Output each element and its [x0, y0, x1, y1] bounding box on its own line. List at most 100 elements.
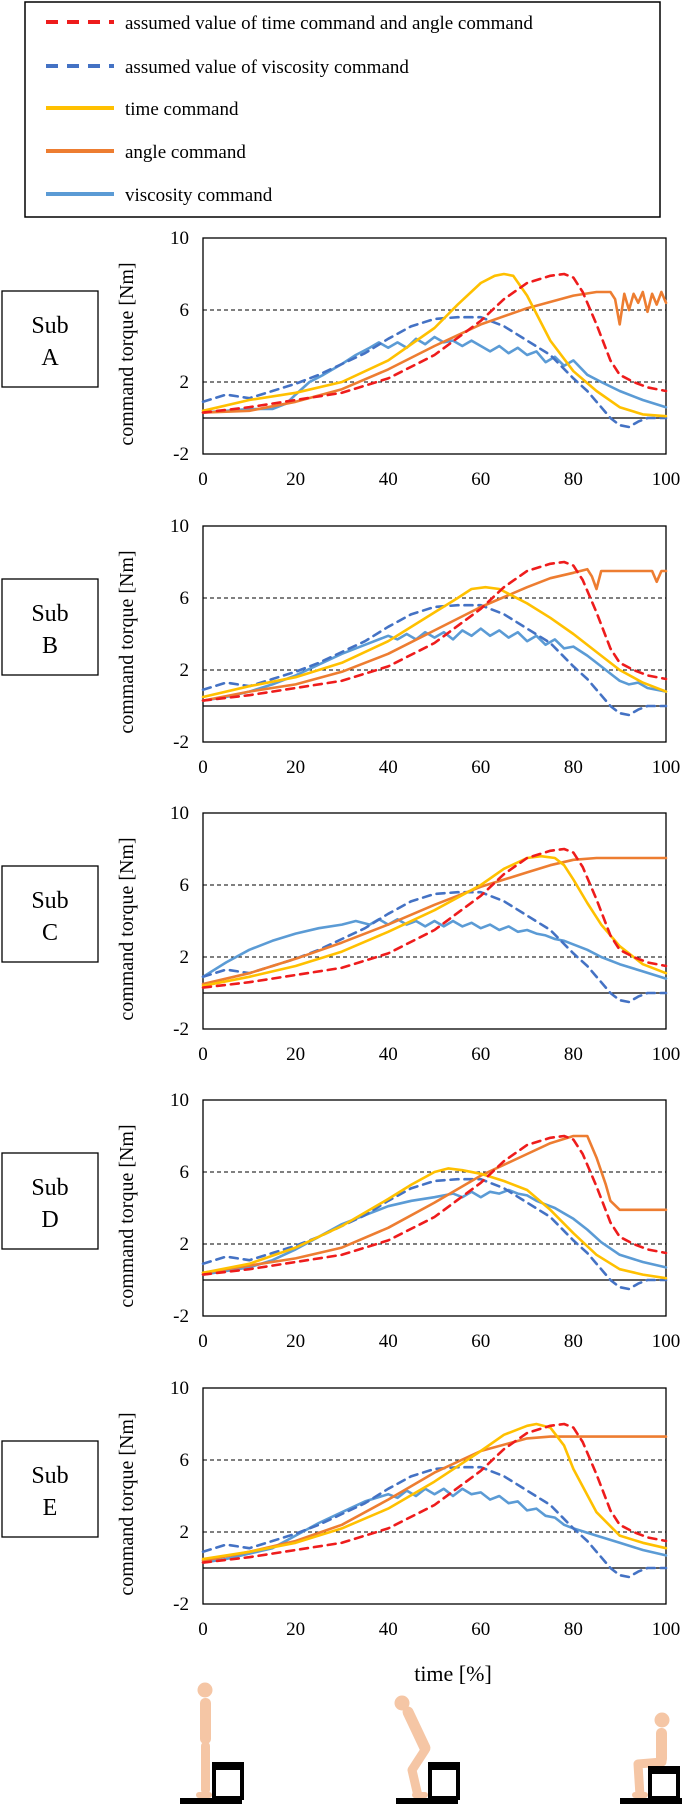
- y-tick-label: 10: [170, 803, 189, 824]
- x-tick-label: 80: [564, 757, 583, 778]
- y-tick-label: -2: [173, 1594, 189, 1615]
- series-line-assumed-viscosity: [201, 315, 668, 429]
- series-line-viscosity: [201, 627, 668, 702]
- subject-label-line1: Sub: [31, 601, 68, 627]
- series-line-assumed-viscosity: [201, 890, 668, 1004]
- x-tick-label: 20: [286, 469, 305, 490]
- series-line-time: [201, 585, 668, 699]
- x-tick-label: 40: [379, 469, 398, 490]
- series-line-assumed-time-angle: [201, 847, 668, 989]
- panel-sub-d: 10 6 2 -2 0 20 40 60 80 100 command torque [Nm] Sub…: [1, 1090, 681, 1352]
- y-tick-label: 2: [180, 660, 190, 681]
- y-tick-label: -2: [173, 732, 189, 753]
- subject-label-line1: Sub: [31, 1175, 68, 1201]
- legend-entry-time: time command: [46, 99, 239, 120]
- y-tick-label: 10: [170, 1378, 189, 1399]
- legend-label: viscosity command: [125, 185, 273, 206]
- series-line-assumed-viscosity: [201, 1177, 668, 1291]
- series-line-angle: [201, 1435, 668, 1563]
- subject-label-line2: B: [42, 633, 58, 659]
- panel-sub-e: 10 6 2 -2 0 20 40 60 80 100 command torque [Nm] Sub…: [1, 1378, 681, 1640]
- subject-label-box: [1, 1440, 99, 1538]
- x-tick-label: 80: [564, 1044, 583, 1065]
- legend-label: time command: [125, 99, 239, 120]
- series-line-viscosity: [201, 1487, 668, 1564]
- x-tick-label: 40: [379, 757, 398, 778]
- series-line-time: [201, 1422, 668, 1561]
- legend-entry-assumed-viscosity: assumed value of viscosity command: [46, 57, 409, 78]
- series-line-assumed-time-angle: [201, 1134, 668, 1276]
- subject-label-box: [1, 578, 99, 676]
- legend-label: angle command: [125, 142, 246, 163]
- y-tick-label: 6: [180, 300, 190, 321]
- y-tick-label: 10: [170, 228, 189, 249]
- y-axis-label: command torque [Nm]: [116, 837, 138, 1020]
- y-tick-label: 10: [170, 1090, 189, 1111]
- x-tick-label: 100: [652, 757, 681, 778]
- series-line-time: [201, 1167, 668, 1280]
- x-tick-label: 80: [564, 469, 583, 490]
- series-line-assumed-time-angle: [201, 272, 668, 414]
- series-line-angle: [201, 856, 668, 986]
- y-tick-label: 2: [180, 372, 190, 393]
- series-line-assumed-time-angle: [201, 1422, 668, 1564]
- x-tick-label: 100: [652, 1331, 681, 1352]
- x-tick-label: 20: [286, 1044, 305, 1065]
- y-tick-label: 2: [180, 1522, 190, 1543]
- legend-entry-viscosity: viscosity command: [46, 185, 273, 206]
- x-tick-label: 40: [379, 1331, 398, 1352]
- panel-sub-c: 10 6 2 -2 0 20 40 60 80 100 command torque [Nm] Sub…: [1, 803, 681, 1065]
- subject-label-line1: Sub: [31, 888, 68, 914]
- subject-label-line2: D: [41, 1207, 58, 1233]
- subject-label-box: [1, 290, 99, 388]
- posture-illustrations: [180, 1682, 682, 1804]
- series-line-assumed-viscosity: [201, 603, 668, 717]
- y-tick-label: 6: [180, 1162, 190, 1183]
- series-line-viscosity: [201, 335, 668, 414]
- y-tick-label: 6: [180, 1450, 190, 1471]
- subject-label-line2: A: [41, 345, 59, 371]
- y-tick-label: -2: [173, 1306, 189, 1327]
- legend-entry-assumed-time-angle: assumed value of time command and angle …: [46, 13, 533, 34]
- series-line-assumed-time-angle: [201, 560, 668, 702]
- legend-box: [24, 1, 661, 218]
- series-line-assumed-viscosity: [201, 1465, 668, 1579]
- subject-label-box: [1, 865, 99, 963]
- x-tick-label: 60: [471, 1044, 490, 1065]
- plot-area: [202, 1387, 667, 1605]
- x-tick-label: 20: [286, 757, 305, 778]
- y-axis-label: command torque [Nm]: [116, 1124, 138, 1307]
- y-tick-label: 10: [170, 516, 189, 537]
- x-tick-label: 0: [198, 1044, 208, 1065]
- y-tick-label: 6: [180, 875, 190, 896]
- subject-label-box: [1, 1152, 99, 1250]
- x-tick-label: 60: [471, 1619, 490, 1640]
- sitting-figure-icon: [620, 1712, 682, 1804]
- x-tick-label: 60: [471, 1331, 490, 1352]
- x-tick-label: 40: [379, 1619, 398, 1640]
- x-tick-label: 40: [379, 1044, 398, 1065]
- plot-area: [202, 1099, 667, 1317]
- legend-entry-angle: angle command: [46, 142, 246, 163]
- x-tick-label: 80: [564, 1619, 583, 1640]
- x-tick-label: 0: [198, 469, 208, 490]
- x-tick-label: 20: [286, 1331, 305, 1352]
- panel-sub-a: 10 6 2 -2 0 20 40 60 80 100 command torque [Nm] Sub…: [1, 228, 680, 490]
- x-tick-label: 100: [652, 1619, 681, 1640]
- subject-label-line2: E: [43, 1495, 58, 1521]
- y-axis-label: command torque [Nm]: [116, 550, 138, 733]
- legend-label: assumed value of time command and angle …: [125, 13, 533, 34]
- x-tick-label: 60: [471, 469, 490, 490]
- y-tick-label: 2: [180, 947, 190, 968]
- y-axis-label: command torque [Nm]: [116, 262, 138, 445]
- series-line-angle: [201, 567, 668, 702]
- x-tick-label: 100: [652, 1044, 681, 1065]
- y-tick-label: -2: [173, 444, 189, 465]
- y-axis-label: command torque [Nm]: [116, 1412, 138, 1595]
- standing-figure-icon: [180, 1682, 244, 1804]
- x-tick-label: 60: [471, 757, 490, 778]
- series-line-angle: [201, 290, 668, 414]
- x-tick-label: 20: [286, 1619, 305, 1640]
